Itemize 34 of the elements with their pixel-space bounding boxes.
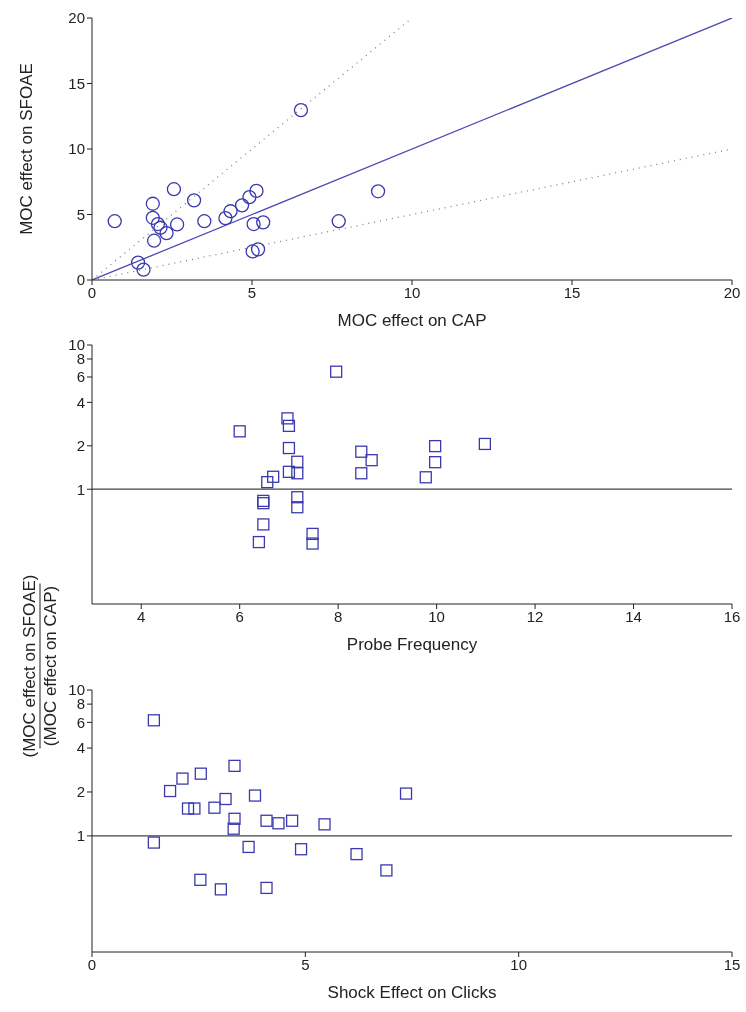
y-tick-label: 1 [76,480,85,498]
y-tick-label: 6 [76,368,85,386]
y-tick-label: 15 [68,74,85,92]
x-tick-label: 16 [723,607,741,625]
x-tick-label: 8 [333,607,343,625]
y-axis-title: (MOC effect on SFOAE) (MOC effect on CAP) [19,573,61,760]
y-tick-label: 4 [76,739,85,757]
y-tick-label: 2 [76,437,85,455]
y-tick-label: 20 [68,9,85,27]
x-tick-label: 10 [428,607,445,625]
x-tick-label: 4 [137,607,146,625]
y-tick-label: 0 [76,271,85,289]
y-tick-label: 4 [76,393,85,411]
x-tick-label: 20 [723,283,741,301]
y-tick-label: 5 [76,205,85,223]
x-tick-label: 12 [526,607,544,625]
x-tick-label: 10 [510,955,528,973]
x-tick-label: 0 [87,955,97,973]
x-tick-label: 10 [403,283,421,301]
y-axis-title: MOC effect on SFOAE [17,63,37,235]
x-axis-title: MOC effect on CAP [337,311,487,330]
x-tick-label: 5 [301,955,310,973]
x-axis-title: Shock Effect on Clicks [327,983,497,1002]
x-tick-label: 15 [563,283,581,301]
y-tick-label: 1 [76,827,85,845]
x-tick-label: 14 [625,607,642,625]
x-axis-title: Probe Frequency [346,635,478,654]
x-tick-label: 15 [723,955,741,973]
y-tick-label: 6 [76,713,85,731]
y-tick-label: 2 [76,783,85,801]
x-tick-label: 5 [247,283,257,301]
y-tick-label: 10 [68,140,85,158]
x-tick-label: 6 [235,607,244,625]
x-tick-label: 0 [87,283,97,301]
